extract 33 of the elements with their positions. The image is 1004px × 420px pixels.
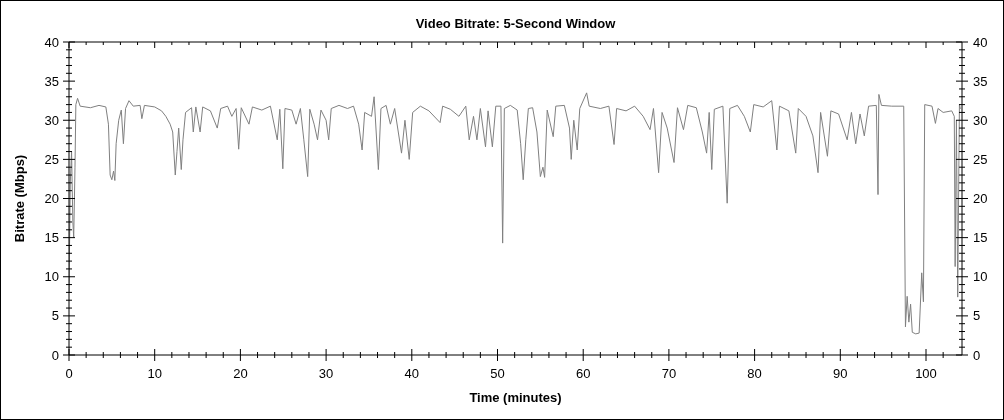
y-tick-label: 5 (51, 308, 59, 324)
y2-tick-label: 10 (973, 269, 988, 285)
x-tick-label: 90 (833, 366, 848, 381)
x-tick-label: 20 (233, 366, 248, 381)
x-tick-label: 100 (915, 366, 937, 381)
x-tick-label: 50 (490, 366, 505, 381)
line-series (69, 92, 961, 335)
chart-title: Video Bitrate: 5-Second Window (415, 16, 617, 31)
x-tick-label: 10 (147, 366, 162, 381)
x-tick-label: 60 (575, 366, 591, 381)
y2-tick-label: 35 (973, 73, 988, 89)
y2-tick-label: 40 (973, 34, 988, 50)
x-tick-label: 70 (661, 366, 677, 381)
x-tick-label: 0 (65, 366, 73, 381)
x-tick-label: 80 (747, 366, 762, 381)
x-tick-label: 40 (404, 366, 420, 381)
y-tick-label: 10 (44, 269, 59, 285)
y-tick-label: 15 (44, 230, 59, 246)
y-tick-label: 40 (44, 34, 59, 50)
y-tick-label: 35 (44, 73, 59, 89)
y-tick-label: 20 (44, 191, 59, 207)
y-axis-title: Bitrate (Mbps) (12, 154, 27, 243)
y2-tick-label: 15 (973, 230, 988, 246)
y2-tick-label: 5 (973, 308, 981, 324)
x-tick-label: 30 (318, 366, 334, 381)
y-tick-label: 0 (51, 347, 59, 363)
y-tick-label: 25 (44, 151, 59, 167)
y2-tick-label: 30 (973, 112, 988, 128)
y2-tick-label: 25 (973, 151, 988, 167)
x-axis-title: Time (minutes) (469, 390, 562, 405)
y2-tick-label: 0 (973, 347, 981, 363)
y2-tick-label: 20 (973, 191, 988, 207)
y-tick-label: 30 (44, 112, 59, 128)
